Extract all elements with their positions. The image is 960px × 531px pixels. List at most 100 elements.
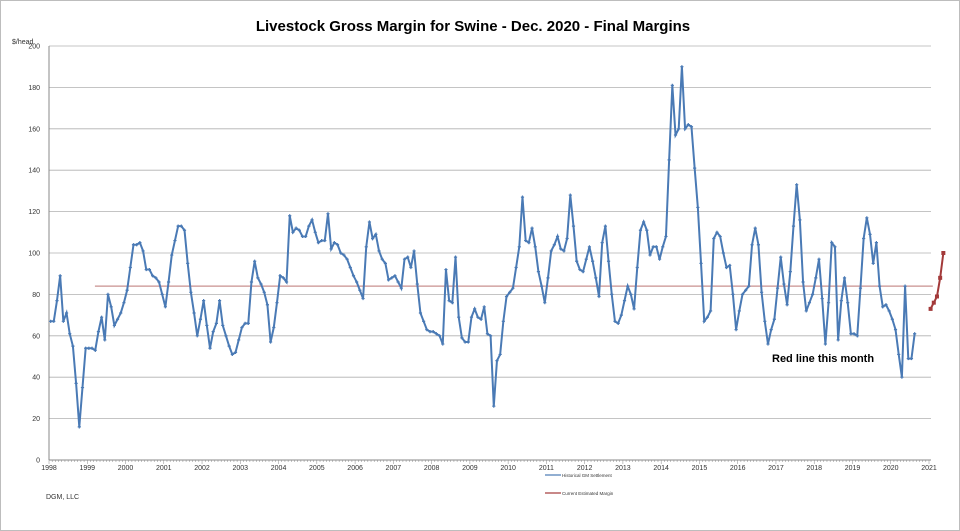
data-point [938,275,943,280]
data-point [135,243,139,247]
data-point [635,265,639,270]
data-point [450,301,454,305]
data-point [342,253,346,257]
data-point [233,350,238,354]
data-point [498,352,502,357]
legend-label-historical: Historical GM Settlement [562,473,613,478]
data-point [163,305,167,309]
x-tick-label: 2002 [194,465,210,472]
data-point [415,282,419,286]
x-tick-label: 2019 [845,465,861,472]
data-point [473,307,477,311]
data-point [689,125,694,129]
data-point [492,404,496,408]
data-point [750,243,754,247]
data-point [571,224,576,228]
data-point [543,301,547,305]
data-point [673,133,678,137]
data-point [903,284,907,288]
data-point [383,261,387,265]
data-point [613,319,617,323]
data-point [192,311,196,315]
data-point [300,234,305,239]
data-point [80,385,85,390]
data-point [677,127,681,131]
data-point [622,299,627,303]
data-point [422,319,426,323]
data-point [798,218,802,222]
data-point [826,301,831,305]
y-tick-label: 0 [36,458,40,465]
x-tick-label: 2005 [309,465,325,472]
data-point [262,290,266,294]
data-point [396,280,400,284]
data-point [453,255,458,259]
data-point [715,230,719,234]
data-point [100,315,104,319]
data-point [782,282,786,286]
data-point [559,247,563,251]
data-point [402,257,407,261]
data-point [852,332,856,336]
data-point [84,346,88,350]
data-point [645,228,649,232]
x-tick-label: 2017 [768,465,784,472]
x-tick-label: 2020 [883,465,899,472]
data-point [842,276,847,280]
data-point [578,267,582,272]
data-point [941,251,946,255]
x-tick-label: 2009 [462,465,478,472]
y-tick-label: 180 [28,85,40,92]
data-point [744,288,748,292]
data-point [48,319,53,323]
y-axis-label: $/head [12,39,34,46]
data-point [141,249,145,253]
annotation-red-line: Red line this month [772,353,874,365]
data-point [418,311,423,315]
data-point [64,311,69,315]
data-point [587,245,592,249]
data-point [227,344,231,348]
data-point [884,303,888,307]
data-point [661,245,665,249]
data-point [740,292,745,296]
data-point [249,280,254,284]
series-line-historical [50,66,916,427]
data-point [616,321,620,325]
data-point [166,280,171,284]
data-point [785,303,789,307]
data-point [358,288,362,292]
data-point [737,309,741,313]
data-point [527,241,531,245]
data-point [648,253,652,257]
data-point [565,236,569,241]
data-point [96,330,101,334]
data-point [469,315,474,319]
data-point [390,276,394,280]
data-point [610,292,614,296]
data-point [702,319,706,323]
data-point [931,300,936,305]
data-point [345,257,349,261]
data-point [858,286,863,290]
data-point [399,286,403,290]
data-point [760,290,764,294]
data-point [705,315,710,319]
data-point [275,301,279,305]
data-point [801,280,805,284]
data-point [817,257,821,261]
data-point [55,299,59,303]
data-point [897,352,901,357]
data-point [708,309,713,313]
data-point [836,338,840,342]
data-point [696,205,700,210]
data-point [772,317,776,321]
data-point [323,238,327,243]
data-point [361,296,365,301]
data-point [581,270,585,274]
data-point [728,263,732,268]
data-point [447,299,451,303]
data-point [138,241,142,245]
data-point [485,332,490,336]
data-point [731,292,735,296]
